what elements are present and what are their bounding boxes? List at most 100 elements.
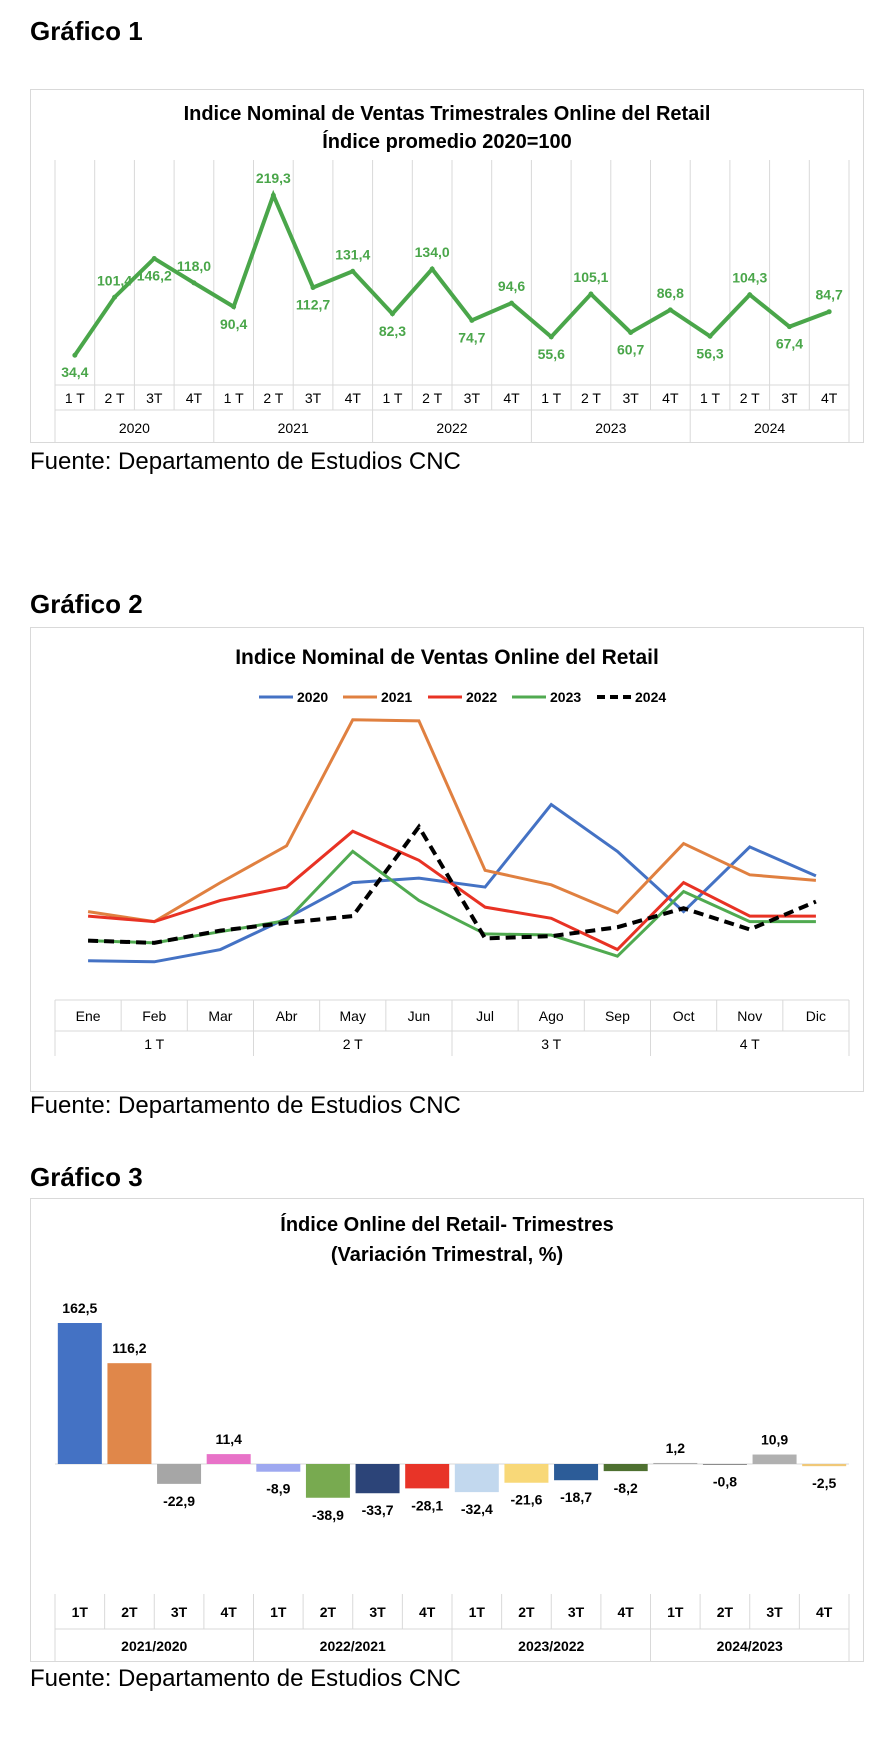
chart3-data-label: -32,4 [461, 1501, 493, 1517]
chart1-data-label: 56,3 [696, 345, 723, 361]
chart1-data-label: 105,1 [573, 269, 608, 285]
chart1-tick-label: 1 T [541, 390, 561, 406]
chart3-data-label: 10,9 [761, 1432, 788, 1448]
chart2-group-label: 4 T [740, 1036, 760, 1052]
chart1-data-label: 131,4 [335, 246, 370, 262]
chart1-data-label: 104,3 [732, 270, 767, 286]
chart3-data-label: 1,2 [666, 1440, 686, 1456]
chart1-data-label: 134,0 [415, 244, 450, 260]
chart3-group-label: 2021/2020 [121, 1638, 187, 1654]
chart1-tick-label: 2 T [263, 390, 283, 406]
chart2-group-label: 3 T [541, 1036, 561, 1052]
chart3-data-label: -2,5 [812, 1475, 836, 1491]
chart3-title: Índice Online del Retail- Trimestres [280, 1213, 613, 1236]
chart1-data-label: 74,7 [458, 329, 485, 345]
chart3-panel: Índice Online del Retail- Trimestres (Var… [30, 1198, 864, 1662]
chart3-data-label: -28,1 [411, 1497, 443, 1513]
chart2-group-label: 1 T [144, 1036, 164, 1052]
chart3-tick-label: 4T [618, 1604, 635, 1620]
chart3-bar [57, 1323, 102, 1464]
chart3-bar [206, 1454, 251, 1464]
chart2-heading: Gráfico 2 [30, 589, 143, 619]
chart1-tick-label: 4T [662, 390, 679, 406]
chart2-tick-label: Nov [737, 1008, 762, 1024]
chart2-group-label: 2 T [343, 1036, 363, 1052]
chart3-tick-label: 4T [221, 1604, 238, 1620]
chart3-tick-label: 1T [72, 1604, 89, 1620]
chart2-series-line-2021 [87, 718, 817, 924]
chart2-legend-item: 2023 [512, 689, 581, 705]
chart1-tick-label: 1 T [65, 390, 85, 406]
chart2-legend-item: 2024 [597, 689, 666, 705]
chart1-data-point [350, 268, 356, 274]
chart2-legend-item: 2021 [343, 689, 412, 705]
chart1-subtitle: Índice promedio 2020=100 [322, 130, 572, 153]
chart3-bar [603, 1464, 648, 1472]
chart3-bar [653, 1462, 698, 1464]
chart1-data-label: 86,8 [657, 285, 684, 301]
chart1-data-point [707, 333, 713, 339]
chart3-tick-label: 3T [766, 1604, 783, 1620]
chart1-series-line [73, 189, 830, 357]
chart2-svg: Indice Nominal de Ventas Online del Reta… [54, 646, 850, 1056]
chart2-legend-item: 2020 [259, 689, 328, 705]
chart2-source: Fuente: Departamento de Estudios CNC [30, 1092, 461, 1119]
chart1-data-point [151, 255, 157, 261]
chart2-tick-label: May [340, 1008, 366, 1024]
chart2-legend-label: 2020 [297, 689, 328, 705]
chart3-data-label: -0,8 [713, 1474, 737, 1490]
chart3-tick-label: 3T [369, 1604, 386, 1620]
chart3-data-label: -18,7 [560, 1489, 592, 1505]
chart1-group-label: 2022 [436, 420, 467, 436]
chart1-group-label: 2024 [754, 420, 785, 436]
chart1-source: Fuente: Departamento de Estudios CNC [30, 448, 461, 475]
chart2-series-line-2024 [88, 823, 817, 945]
chart2-legend-label: 2022 [466, 689, 497, 705]
chart3-bar [305, 1464, 350, 1498]
chart1-data-label: 94,6 [498, 278, 525, 294]
chart3-group-label: 2022/2021 [320, 1638, 386, 1654]
chart3-data-label: 162,5 [62, 1300, 97, 1316]
chart1-tick-label: 2 T [105, 390, 125, 406]
chart3-tick-label: 2T [320, 1604, 337, 1620]
chart1-tick-label: 3T [622, 390, 639, 406]
chart3-tick-label: 3T [568, 1604, 585, 1620]
chart3-bar [752, 1454, 797, 1464]
chart1-tick-label: 3T [464, 390, 481, 406]
chart1-tick-label: 3T [305, 390, 322, 406]
chart3-data-label: 116,2 [112, 1340, 146, 1356]
chart3-group-label: 2023/2022 [518, 1638, 584, 1654]
chart3-group-label: 2024/2023 [717, 1638, 783, 1654]
chart2-series-line-2022 [87, 829, 816, 952]
chart3-bar [355, 1464, 400, 1494]
chart1-data-label: 67,4 [776, 336, 803, 352]
chart3-bar [405, 1464, 450, 1489]
chart1-data-label: 90,4 [220, 316, 247, 332]
chart1-data-label: 118,0 [177, 258, 211, 274]
chart1-data-point [548, 334, 554, 340]
chart1-title: Indice Nominal de Ventas Trimestrales On… [184, 103, 711, 125]
chart3-tick-label: 1T [270, 1604, 287, 1620]
chart2-series-line-2023 [88, 849, 816, 958]
chart2-legend-label: 2024 [635, 689, 666, 705]
chart3-data-label: -8,2 [614, 1480, 638, 1496]
chart1-tick-label: 4T [503, 390, 520, 406]
chart3-data-label: 11,4 [215, 1431, 242, 1447]
chart1-tick-label: 4T [821, 390, 838, 406]
chart1-data-point [191, 280, 197, 286]
chart3-bar [256, 1464, 301, 1472]
chart1-tick-label: 3T [146, 390, 163, 406]
chart1-data-label: 146,2 [137, 267, 172, 283]
chart3-tick-label: 1T [469, 1604, 486, 1620]
chart3-tick-label: 4T [816, 1604, 833, 1620]
chart1-tick-label: 2 T [740, 390, 760, 406]
chart2-tick-label: Abr [276, 1008, 298, 1024]
chart2-tick-label: Sep [605, 1008, 630, 1024]
chart1-data-label: 55,6 [538, 346, 565, 362]
chart1-svg: Indice Nominal de Ventas Trimestrales On… [54, 103, 850, 442]
chart2-tick-label: Jul [476, 1008, 494, 1024]
chart1-data-point [786, 324, 792, 330]
chart1-data-point [667, 307, 673, 313]
chart1-data-point [389, 311, 395, 317]
chart2-tick-label: Ene [76, 1008, 101, 1024]
